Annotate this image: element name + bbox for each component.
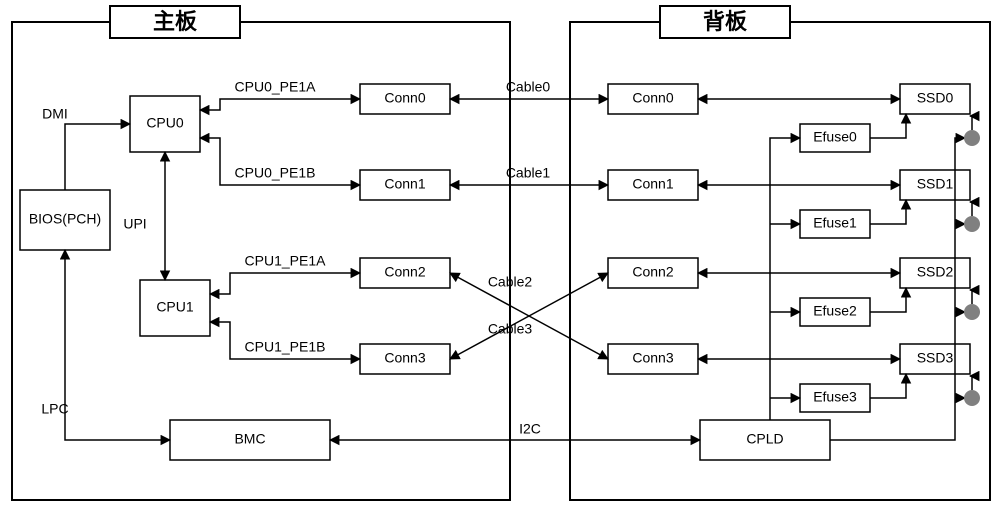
node-label-mconn1: Conn1	[384, 176, 425, 192]
dot-to-ssd-2	[970, 290, 972, 304]
dot-0	[964, 130, 980, 146]
node-label-efuse2: Efuse2	[813, 303, 857, 319]
node-label-mconn3: Conn3	[384, 350, 425, 366]
edge-label-3: CPU0_PE1A	[235, 79, 317, 95]
dot-to-ssd-1	[970, 202, 972, 216]
edge-efuse3-ssd3	[870, 374, 906, 398]
node-label-ssd2: SSD2	[917, 264, 954, 280]
dot-to-ssd-3	[970, 376, 972, 390]
node-label-bios: BIOS(PCH)	[29, 211, 101, 227]
edge-label-1: UPI	[123, 216, 146, 232]
node-label-efuse3: Efuse3	[813, 389, 857, 405]
node-label-ssd1: SSD1	[917, 176, 954, 192]
edge-label-4: CPU0_PE1B	[235, 165, 316, 181]
edge-label-2: LPC	[41, 401, 68, 417]
panel-title-left: 主板	[153, 9, 198, 34]
edge-cpu0-mconn0	[200, 99, 360, 110]
node-label-cpu0: CPU0	[146, 115, 184, 131]
node-label-cpld: CPLD	[746, 431, 783, 447]
node-label-bconn3: Conn3	[632, 350, 673, 366]
node-label-bconn2: Conn2	[632, 264, 673, 280]
edge-cpu1-mconn2	[210, 273, 360, 294]
edge-cpld-efuse_bus	[770, 138, 800, 420]
edge-label-0: DMI	[42, 106, 68, 122]
edge-efuse0-ssd0	[870, 114, 906, 138]
dot-2	[964, 304, 980, 320]
dot-3	[964, 390, 980, 406]
edge-efuse2-ssd2	[870, 288, 906, 312]
node-label-bconn1: Conn1	[632, 176, 673, 192]
diagram-canvas: 主板 背板 BIOS(PCH) CPU0 CPU1 BMC Conn0 Conn1 Conn2 C…	[0, 0, 1000, 512]
edge-label-7: Cable0	[506, 79, 551, 95]
edge-label-5: CPU1_PE1A	[245, 253, 327, 269]
edge-label-10: Cable3	[488, 321, 533, 337]
edge-label-6: CPU1_PE1B	[245, 339, 326, 355]
edge-label-11: I2C	[519, 421, 541, 437]
node-label-mconn2: Conn2	[384, 264, 425, 280]
node-label-mconn0: Conn0	[384, 90, 425, 106]
edge-bios-bmc	[65, 250, 170, 440]
edge-label-8: Cable1	[506, 165, 551, 181]
node-label-cpu1: CPU1	[156, 299, 194, 315]
node-label-bconn0: Conn0	[632, 90, 673, 106]
panel-title-right: 背板	[703, 9, 748, 34]
edge-efuse1-ssd1	[870, 200, 906, 224]
node-label-efuse0: Efuse0	[813, 129, 857, 145]
node-label-ssd3: SSD3	[917, 350, 954, 366]
node-label-ssd0: SSD0	[917, 90, 954, 106]
dot-to-ssd-0	[970, 116, 972, 130]
edge-bios-cpu0	[65, 124, 130, 190]
node-label-bmc: BMC	[234, 431, 265, 447]
node-label-efuse1: Efuse1	[813, 215, 857, 231]
dot-1	[964, 216, 980, 232]
edge-label-9: Cable2	[488, 274, 533, 290]
